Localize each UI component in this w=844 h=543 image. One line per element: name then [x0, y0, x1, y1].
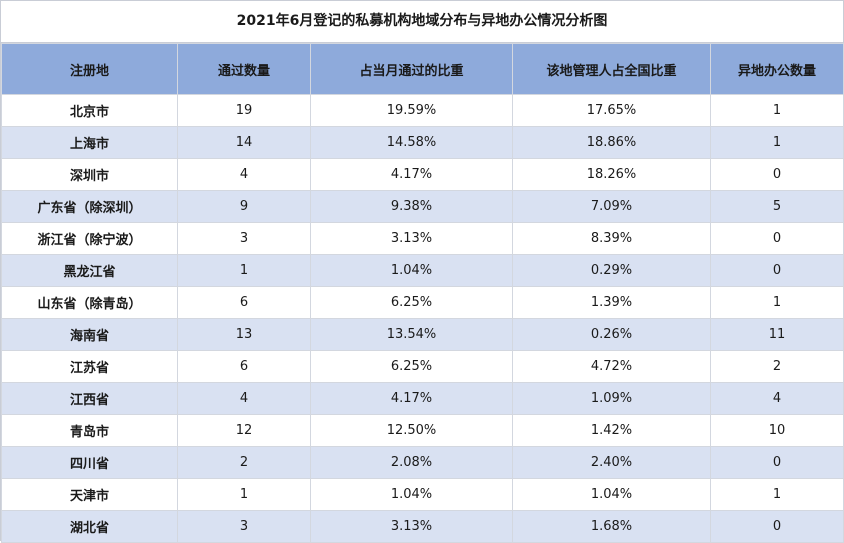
cell-share-of-nation: 2.40% [512, 446, 711, 479]
cell-approved-count: 14 [177, 126, 311, 159]
header-offsite-count: 异地办公数量 [710, 43, 844, 95]
cell-share-of-month: 9.38% [310, 190, 513, 223]
cell-registration-place: 上海市 [1, 126, 178, 159]
table-row: 天津市 1 1.04% 1.04% 1 [1, 478, 844, 511]
cell-registration-place: 海南省 [1, 318, 178, 351]
table-row: 广东省（除深圳） 9 9.38% 7.09% 5 [1, 190, 844, 223]
cell-share-of-nation: 4.72% [512, 350, 711, 383]
header-registration-place: 注册地 [1, 43, 178, 95]
cell-approved-count: 3 [177, 510, 311, 543]
cell-registration-place: 山东省（除青岛） [1, 286, 178, 319]
cell-approved-count: 2 [177, 446, 311, 479]
table-row: 北京市 19 19.59% 17.65% 1 [1, 94, 844, 127]
table-title: 2021年6月登记的私募机构地域分布与异地办公情况分析图 [1, 1, 843, 43]
table-row: 江苏省 6 6.25% 4.72% 2 [1, 350, 844, 383]
cell-registration-place: 天津市 [1, 478, 178, 511]
cell-share-of-month: 1.04% [310, 254, 513, 287]
table-row: 四川省 2 2.08% 2.40% 0 [1, 446, 844, 479]
cell-share-of-month: 1.04% [310, 478, 513, 511]
cell-approved-count: 1 [177, 254, 311, 287]
cell-offsite-count: 2 [710, 350, 844, 383]
cell-share-of-nation: 0.29% [512, 254, 711, 287]
cell-registration-place: 湖北省 [1, 510, 178, 543]
cell-share-of-nation: 1.39% [512, 286, 711, 319]
cell-offsite-count: 1 [710, 478, 844, 511]
cell-share-of-month: 3.13% [310, 510, 513, 543]
cell-approved-count: 1 [177, 478, 311, 511]
cell-share-of-nation: 17.65% [512, 94, 711, 127]
cell-share-of-month: 3.13% [310, 222, 513, 255]
cell-share-of-month: 4.17% [310, 382, 513, 415]
cell-registration-place: 江苏省 [1, 350, 178, 383]
table-row: 湖北省 3 3.13% 1.68% 0 [1, 510, 844, 543]
cell-share-of-nation: 18.26% [512, 158, 711, 191]
cell-registration-place: 黑龙江省 [1, 254, 178, 287]
cell-approved-count: 19 [177, 94, 311, 127]
cell-offsite-count: 5 [710, 190, 844, 223]
cell-approved-count: 9 [177, 190, 311, 223]
table-row: 浙江省（除宁波） 3 3.13% 8.39% 0 [1, 222, 844, 255]
cell-share-of-month: 13.54% [310, 318, 513, 351]
cell-registration-place: 四川省 [1, 446, 178, 479]
cell-share-of-nation: 1.04% [512, 478, 711, 511]
table-row: 江西省 4 4.17% 1.09% 4 [1, 382, 844, 415]
cell-registration-place: 广东省（除深圳） [1, 190, 178, 223]
cell-registration-place: 青岛市 [1, 414, 178, 447]
table-row: 山东省（除青岛） 6 6.25% 1.39% 1 [1, 286, 844, 319]
cell-share-of-month: 14.58% [310, 126, 513, 159]
cell-share-of-nation: 1.68% [512, 510, 711, 543]
cell-share-of-nation: 8.39% [512, 222, 711, 255]
cell-share-of-month: 12.50% [310, 414, 513, 447]
cell-registration-place: 北京市 [1, 94, 178, 127]
cell-offsite-count: 11 [710, 318, 844, 351]
cell-offsite-count: 1 [710, 286, 844, 319]
cell-share-of-month: 6.25% [310, 350, 513, 383]
cell-offsite-count: 0 [710, 446, 844, 479]
cell-approved-count: 6 [177, 286, 311, 319]
cell-share-of-month: 19.59% [310, 94, 513, 127]
cell-registration-place: 浙江省（除宁波） [1, 222, 178, 255]
cell-approved-count: 3 [177, 222, 311, 255]
cell-registration-place: 江西省 [1, 382, 178, 415]
table-row: 黑龙江省 1 1.04% 0.29% 0 [1, 254, 844, 287]
table-row: 深圳市 4 4.17% 18.26% 0 [1, 158, 844, 191]
cell-offsite-count: 1 [710, 94, 844, 127]
cell-offsite-count: 0 [710, 222, 844, 255]
header-share-of-month: 占当月通过的比重 [310, 43, 513, 95]
cell-approved-count: 13 [177, 318, 311, 351]
cell-offsite-count: 0 [710, 254, 844, 287]
cell-approved-count: 6 [177, 350, 311, 383]
cell-share-of-nation: 18.86% [512, 126, 711, 159]
cell-offsite-count: 4 [710, 382, 844, 415]
cell-approved-count: 4 [177, 382, 311, 415]
cell-offsite-count: 10 [710, 414, 844, 447]
header-row: 注册地 通过数量 占当月通过的比重 该地管理人占全国比重 异地办公数量 [1, 43, 844, 95]
cell-share-of-nation: 0.26% [512, 318, 711, 351]
cell-offsite-count: 0 [710, 158, 844, 191]
header-share-of-nation: 该地管理人占全国比重 [512, 43, 711, 95]
cell-offsite-count: 0 [710, 510, 844, 543]
cell-approved-count: 12 [177, 414, 311, 447]
table-row: 青岛市 12 12.50% 1.42% 10 [1, 414, 844, 447]
table-row: 上海市 14 14.58% 18.86% 1 [1, 126, 844, 159]
cell-share-of-month: 4.17% [310, 158, 513, 191]
cell-share-of-month: 6.25% [310, 286, 513, 319]
cell-share-of-month: 2.08% [310, 446, 513, 479]
cell-registration-place: 深圳市 [1, 158, 178, 191]
table-row: 海南省 13 13.54% 0.26% 11 [1, 318, 844, 351]
cell-share-of-nation: 1.42% [512, 414, 711, 447]
data-table: 注册地 通过数量 占当月通过的比重 该地管理人占全国比重 异地办公数量 北京市 1… [1, 43, 844, 543]
cell-share-of-nation: 7.09% [512, 190, 711, 223]
header-approved-count: 通过数量 [177, 43, 311, 95]
cell-offsite-count: 1 [710, 126, 844, 159]
cell-share-of-nation: 1.09% [512, 382, 711, 415]
cell-approved-count: 4 [177, 158, 311, 191]
